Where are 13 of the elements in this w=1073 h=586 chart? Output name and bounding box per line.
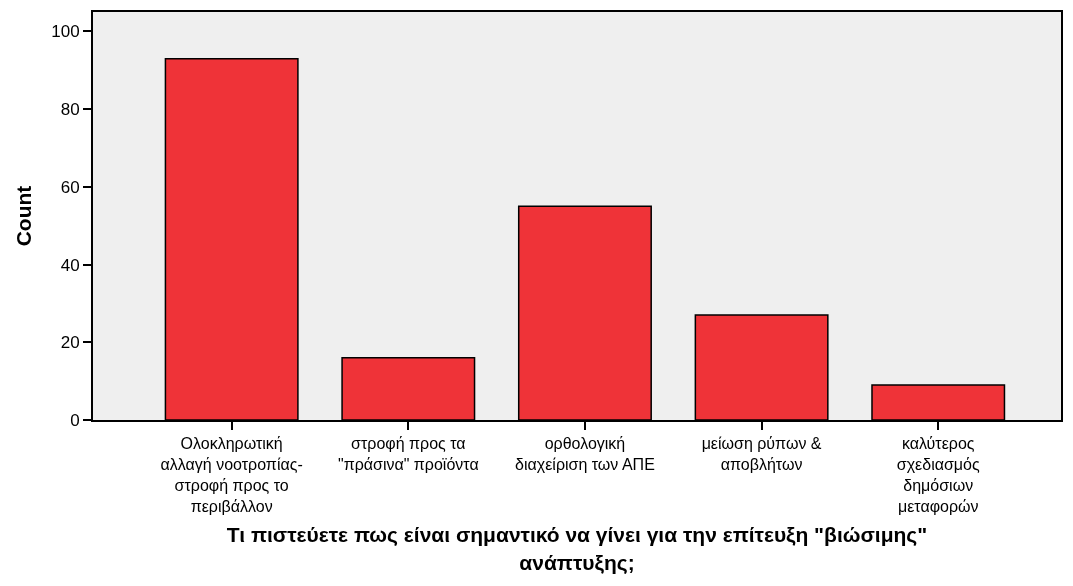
x-tick-label: ορθολογική διαχείριση των ΑΠΕ <box>515 435 655 473</box>
x-tick-label: καλύτερος σχεδιασμός δημόσιων μεταφορών <box>896 435 980 515</box>
x-tick-label: Ολοκληρωτική αλλαγή νοοτροπίας- στροφή προς το περιβάλλον <box>160 435 303 515</box>
y-tick-label: 60 <box>60 177 80 197</box>
y-tick-label: 40 <box>60 255 80 275</box>
y-axis-title: Count <box>11 185 35 247</box>
y-tick-label: 100 <box>51 22 80 42</box>
y-tick-label: 0 <box>70 410 80 430</box>
y-tick-label: 20 <box>60 333 80 353</box>
y-tick-label: 80 <box>60 100 80 120</box>
x-tick-label: στροφή προς τα "πράσινα" προϊόντα <box>337 435 479 473</box>
x-tick-label: μείωση ρύπων & αποβλήτων <box>701 435 822 473</box>
x-axis-title: Τι πιστεύετε πως είναι σημαντικό να γίνει για την επίτευξη "βιώσιμης" ανάπτυξης; <box>226 523 928 575</box>
